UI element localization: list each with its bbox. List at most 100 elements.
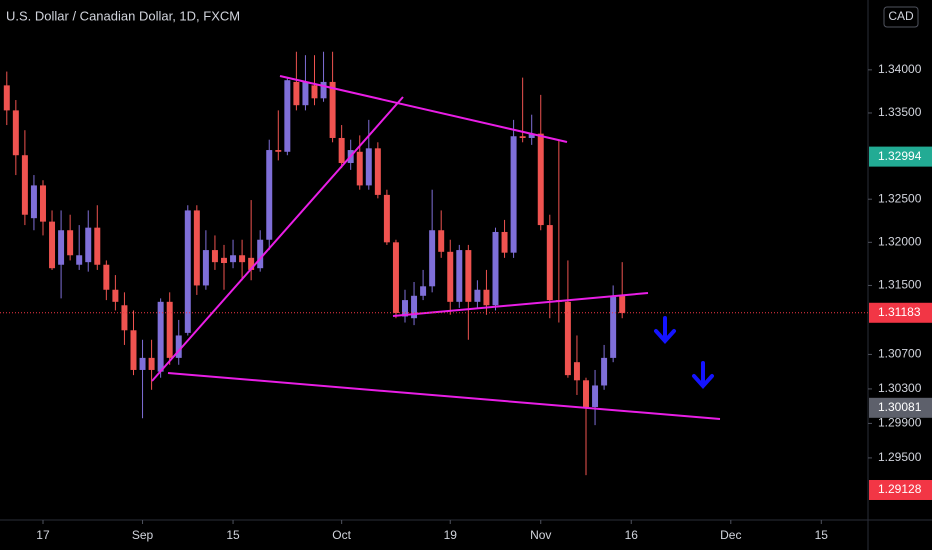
x-tick-label: 19 bbox=[444, 528, 458, 542]
candle-body bbox=[429, 230, 436, 287]
y-tick-label: 1.30300 bbox=[878, 381, 922, 395]
candle-body bbox=[293, 81, 300, 106]
y-tick-label: 1.32500 bbox=[878, 191, 922, 205]
candle-body bbox=[49, 221, 56, 269]
y-tick-label: 1.31500 bbox=[878, 278, 922, 292]
candle-body bbox=[320, 81, 327, 99]
candle-body bbox=[103, 264, 110, 290]
y-tick-label: 1.29500 bbox=[878, 450, 922, 464]
candle-body bbox=[302, 81, 309, 106]
candle-body bbox=[311, 85, 318, 99]
candle-body bbox=[139, 357, 146, 370]
candle-body bbox=[221, 257, 227, 264]
candle-body bbox=[519, 136, 526, 138]
candle-body bbox=[257, 239, 264, 269]
candle-body bbox=[76, 255, 83, 265]
candle-body bbox=[583, 380, 589, 408]
candle-body bbox=[121, 305, 128, 331]
candles bbox=[3, 51, 626, 476]
y-tick-label: 1.30700 bbox=[878, 347, 922, 361]
x-tick-label: Nov bbox=[530, 528, 551, 542]
currency-badge[interactable] bbox=[883, 6, 919, 28]
candle-body bbox=[275, 150, 282, 152]
trendlines bbox=[151, 75, 721, 420]
x-tick-label: Sep bbox=[132, 528, 154, 542]
candle-body bbox=[3, 85, 10, 111]
candle-body bbox=[193, 210, 200, 286]
price-badge-label: 1.31183 bbox=[878, 305, 921, 319]
candle-body bbox=[592, 385, 599, 408]
candle-body bbox=[40, 185, 46, 222]
trendline bbox=[167, 372, 721, 420]
candle-body bbox=[564, 301, 571, 376]
candle-body bbox=[94, 227, 101, 265]
candle-body bbox=[601, 357, 608, 386]
candle-body bbox=[30, 185, 37, 219]
candle-body bbox=[456, 250, 463, 302]
candle-body bbox=[438, 230, 445, 252]
candle-body bbox=[465, 250, 472, 302]
chart-title: U.S. Dollar / Canadian Dollar, 1D, FXCM bbox=[6, 8, 240, 23]
y-tick-label: 1.29900 bbox=[878, 416, 922, 430]
candle-body bbox=[411, 295, 418, 319]
candle-body bbox=[21, 155, 28, 215]
candle-body bbox=[610, 295, 617, 358]
candle-body bbox=[447, 251, 454, 302]
candle-body bbox=[392, 242, 399, 314]
candle-body bbox=[402, 300, 408, 317]
x-tick-label: Dec bbox=[720, 528, 741, 542]
x-tick-label: Oct bbox=[332, 528, 351, 542]
candle-body bbox=[67, 230, 74, 256]
candle-body bbox=[12, 110, 19, 156]
candle-body bbox=[211, 250, 218, 263]
down-arrow bbox=[692, 361, 714, 389]
candle-body bbox=[148, 357, 155, 370]
candle-body bbox=[266, 150, 273, 240]
candle-body bbox=[175, 335, 182, 358]
price-badge-label: 1.32994 bbox=[878, 149, 922, 163]
candle-body bbox=[157, 301, 164, 372]
candle-body bbox=[510, 136, 517, 253]
candle-body bbox=[338, 137, 345, 163]
candle-body bbox=[420, 286, 427, 296]
candle-body bbox=[112, 289, 119, 302]
x-tick-label: 15 bbox=[226, 528, 240, 542]
candle-body bbox=[619, 295, 626, 314]
y-tick-label: 1.34000 bbox=[878, 62, 922, 76]
trendline bbox=[279, 75, 568, 143]
candle-body bbox=[130, 330, 137, 370]
candle-body bbox=[573, 362, 580, 381]
candle-body bbox=[365, 148, 372, 186]
candle-body bbox=[374, 148, 381, 195]
arrows bbox=[654, 316, 714, 389]
price-badge bbox=[869, 302, 932, 323]
candle-body bbox=[329, 81, 336, 138]
candle-body bbox=[546, 225, 553, 301]
candle-body bbox=[356, 151, 363, 186]
price-badge bbox=[869, 397, 932, 418]
candle-body bbox=[383, 194, 390, 243]
candle-body bbox=[85, 227, 92, 263]
candle-body bbox=[239, 255, 246, 263]
y-tick-label: 1.32000 bbox=[878, 234, 922, 248]
candle-body bbox=[501, 231, 508, 253]
x-tick-label: 15 bbox=[815, 528, 829, 542]
trendline bbox=[151, 96, 404, 382]
candle-body bbox=[284, 80, 291, 152]
candle-body bbox=[483, 289, 490, 306]
currency-label: CAD bbox=[888, 9, 914, 23]
x-tick-label: 16 bbox=[625, 528, 639, 542]
price-badge bbox=[869, 479, 932, 500]
x-tick-label: 17 bbox=[36, 528, 50, 542]
candle-body bbox=[184, 210, 191, 333]
y-tick-label: 1.33500 bbox=[878, 105, 922, 119]
candle-body bbox=[58, 230, 65, 265]
candle-body bbox=[492, 231, 499, 306]
candle-body bbox=[166, 301, 173, 358]
candle-body bbox=[528, 133, 535, 138]
candle-body bbox=[248, 257, 255, 270]
price-badge-label: 1.29128 bbox=[878, 482, 922, 496]
down-arrow bbox=[654, 316, 676, 344]
candle-body bbox=[230, 255, 237, 263]
